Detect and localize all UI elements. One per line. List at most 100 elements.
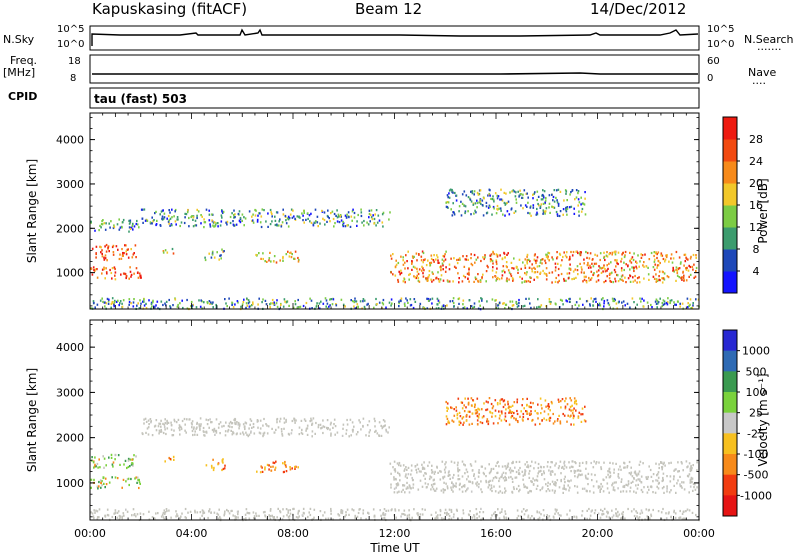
power-cell <box>293 215 295 218</box>
velocity-cell <box>394 509 397 512</box>
power-cell <box>544 201 546 204</box>
velocity-cell <box>498 477 501 480</box>
velocity-cell <box>333 423 335 426</box>
power-cell <box>236 300 239 303</box>
power-cell <box>578 304 580 307</box>
velocity-cell <box>218 423 220 426</box>
power-cell <box>275 261 278 264</box>
power-cell <box>545 196 547 200</box>
power-cell <box>590 266 592 269</box>
velocity-cell <box>103 457 106 460</box>
velocity-cell <box>242 423 245 426</box>
power-cell <box>587 266 590 269</box>
velocity-cell <box>594 509 597 512</box>
velocity-cell <box>390 472 392 475</box>
power-cell <box>382 303 385 306</box>
power-cell <box>232 220 234 223</box>
power-cell <box>273 303 275 306</box>
velocity-cell <box>228 422 231 425</box>
power-cell <box>481 299 483 302</box>
power-cell <box>643 299 645 302</box>
velocity-cell <box>641 511 644 514</box>
power-cell <box>510 261 513 264</box>
velocity-cell <box>524 473 526 476</box>
power-cell <box>282 213 285 216</box>
velocity-cell <box>445 482 447 485</box>
velocity-cell <box>447 407 449 410</box>
power-cell <box>375 209 378 212</box>
velocity-cell <box>98 516 100 519</box>
power-cell <box>265 220 267 223</box>
velocity-cell <box>442 476 444 479</box>
power-cell <box>612 299 614 303</box>
power-cell <box>553 189 556 192</box>
power-cell <box>597 274 600 277</box>
velocity-cell <box>162 511 165 515</box>
velocity-cell <box>444 463 446 466</box>
velocity-cell <box>514 476 517 479</box>
velocity-cell <box>399 479 401 482</box>
velocity-cell <box>476 484 478 487</box>
power-cell <box>479 198 481 201</box>
velocity-cell <box>212 430 215 433</box>
power-cell <box>641 254 644 257</box>
power-cell <box>476 191 479 194</box>
power-cell <box>113 224 115 227</box>
power-cell <box>96 276 99 279</box>
power-cell <box>104 245 106 248</box>
velocity-cell <box>615 481 617 484</box>
velocity-cell <box>648 465 650 468</box>
velocity-cell <box>444 471 446 474</box>
power-cell <box>215 222 217 225</box>
velocity-cell <box>522 474 525 477</box>
power-cell <box>127 248 129 251</box>
velocity-cell <box>463 484 466 487</box>
power-cell <box>282 305 285 308</box>
power-cell <box>541 262 543 265</box>
velocity-cell <box>287 432 290 435</box>
velocity-cell <box>516 517 518 520</box>
velocity-cell <box>134 477 136 480</box>
power-cell <box>585 300 588 303</box>
power-cell <box>524 264 526 267</box>
velocity-cell <box>429 475 431 478</box>
velocity-cell <box>131 514 133 517</box>
power-cell <box>104 305 106 308</box>
velocity-cell <box>399 464 402 467</box>
velocity-cell <box>501 465 504 468</box>
velocity-cell <box>617 475 619 478</box>
velocity-cell <box>147 433 150 436</box>
power-cell <box>163 212 166 215</box>
power-cell <box>124 273 127 276</box>
power-cell <box>594 297 597 300</box>
power-cell <box>129 219 132 222</box>
power-cell <box>405 254 407 257</box>
power-cell <box>487 266 489 269</box>
power-cell <box>675 268 677 272</box>
power-cell <box>608 277 611 280</box>
power-cell <box>411 268 413 271</box>
velocity-cell <box>404 475 407 478</box>
velocity-cell <box>159 422 162 425</box>
power-cell <box>373 306 375 309</box>
power-cell <box>604 258 606 262</box>
velocity-cell <box>190 422 193 425</box>
velocity-cell <box>515 470 518 474</box>
x-tick-label: 04:00 <box>176 527 208 540</box>
velocity-cell <box>210 511 212 514</box>
velocity-cell <box>439 470 441 473</box>
power-cell <box>502 269 505 272</box>
power-cell <box>268 257 271 260</box>
velocity-cell <box>245 422 248 425</box>
power-cell <box>276 305 279 308</box>
velocity-cell <box>168 456 170 460</box>
power-cell <box>203 218 205 221</box>
velocity-cell <box>547 461 549 464</box>
power-cell <box>209 223 211 226</box>
power-cell <box>450 208 452 211</box>
velocity-cell <box>435 515 438 518</box>
velocity-cell <box>97 487 99 490</box>
power-cell <box>592 273 594 277</box>
velocity-cell <box>481 517 484 520</box>
